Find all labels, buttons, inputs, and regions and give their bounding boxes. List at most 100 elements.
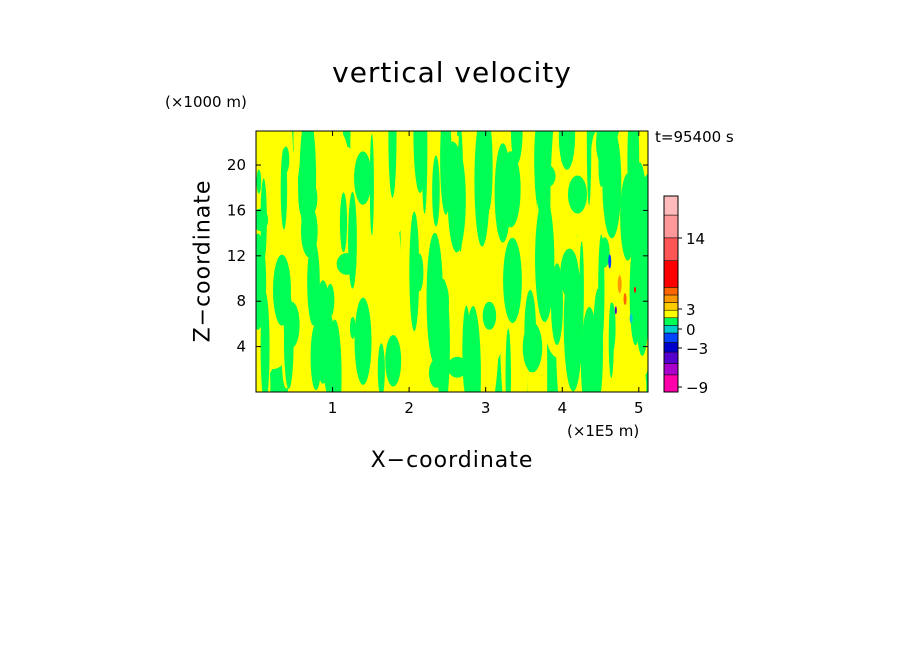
downdraft-patch (426, 232, 443, 364)
downdraft-patch (505, 328, 511, 392)
x-axis: 1 2 3 4 5 (328, 131, 644, 417)
plot-frame (255, 130, 649, 393)
time-annotation: t=95400 s (655, 128, 734, 146)
extreme-value-patch (614, 306, 617, 315)
y-tick-label: 4 (236, 338, 246, 356)
downdraft-patch (385, 335, 402, 387)
colorbar-swatch (663, 195, 679, 216)
x-axis-label: X−coordinate (370, 448, 534, 473)
downdraft-patch (307, 239, 320, 326)
colorbar-swatch (663, 237, 679, 261)
downdraft-patch (567, 175, 588, 214)
downdraft-patch (260, 178, 267, 262)
velocity-field (256, 131, 648, 392)
extreme-value-patch (608, 254, 612, 269)
updraft-patch (380, 177, 389, 351)
x-tick-label: 2 (404, 399, 414, 417)
extreme-value-patch (633, 286, 636, 293)
downdraft-patch (535, 196, 555, 323)
downdraft-patch (609, 303, 616, 353)
x-tick-label: 5 (634, 399, 644, 417)
colorbar-swatch (663, 317, 679, 326)
downdraft-patch (428, 358, 444, 388)
y-axis-label: Z−coordinate (190, 179, 216, 343)
downdraft-patch (540, 165, 556, 188)
y-tick-label: 8 (236, 292, 246, 310)
downdraft-patch (482, 301, 497, 330)
colorbar-tick-label: −9 (686, 379, 708, 397)
downdraft-patch (565, 274, 571, 372)
y-axis-unit: (×1000 m) (165, 93, 247, 111)
downdraft-patch (598, 142, 605, 188)
downdraft-patch (256, 169, 262, 194)
downdraft-patch (534, 131, 551, 216)
downdraft-patch (369, 133, 374, 236)
downdraft-patch (510, 131, 523, 164)
downdraft-patch (500, 151, 521, 228)
downdraft-patch (348, 191, 357, 289)
downdraft-patch (326, 283, 335, 317)
downdraft-patch (260, 291, 270, 392)
colorbar-swatch (663, 374, 679, 393)
colorbar-swatch (663, 294, 679, 303)
colorbar-tick-label: −3 (686, 340, 708, 358)
y-axis: 4 8 12 16 20 (227, 156, 648, 356)
downdraft-patch (503, 237, 522, 324)
downdraft-patch (377, 343, 385, 392)
colorbar-swatch (663, 363, 679, 376)
colorbar-swatch (663, 260, 679, 288)
downdraft-patch (602, 131, 622, 239)
downdraft-patch (272, 254, 291, 326)
downdraft-patch (349, 316, 356, 339)
downdraft-patch (580, 306, 598, 392)
downdraft-patch (620, 173, 636, 261)
downdraft-patch (635, 243, 646, 289)
chart-title: vertical velocity (332, 56, 572, 89)
downdraft-patch (314, 273, 320, 301)
downdraft-patch (310, 323, 322, 391)
colorbar-swatch (663, 214, 679, 239)
downdraft-patch (550, 263, 563, 346)
downdraft-patch (447, 356, 468, 378)
downdraft-patch (432, 155, 440, 227)
extreme-value-patch (623, 292, 627, 305)
y-tick-label: 20 (227, 156, 246, 174)
colorbar-tick-label: 0 (686, 321, 696, 339)
downdraft-patch (354, 297, 372, 385)
downdraft-patch (465, 306, 481, 392)
y-tick-label: 12 (227, 247, 246, 265)
colorbar-swatch (663, 332, 679, 343)
extreme-value-patch (629, 313, 633, 324)
downdraft-patch (328, 319, 342, 392)
downdraft-patch (282, 146, 290, 173)
downdraft-patch (560, 248, 579, 299)
colorbar: 14 3 0−3 −9 (663, 195, 708, 397)
colorbar-swatch (663, 287, 679, 296)
x-tick-label: 4 (557, 399, 567, 417)
colorbar-swatch (663, 309, 679, 319)
x-tick-label: 1 (328, 399, 338, 417)
downdraft-patch (558, 131, 576, 170)
downdraft-patch (354, 151, 372, 205)
downdraft-patch (634, 186, 641, 226)
colorbar-frame (663, 195, 679, 393)
downdraft-patch (440, 131, 452, 215)
downdraft-patch (409, 211, 420, 332)
colorbar-tick-label: 14 (686, 230, 705, 248)
downdraft-patch (298, 162, 305, 215)
colorbar-tick-label: 3 (686, 301, 696, 319)
downdraft-patch (388, 131, 397, 198)
downdraft-patch (484, 131, 493, 211)
downdraft-patch (413, 131, 427, 193)
y-tick-label: 16 (227, 201, 246, 219)
downdraft-patch (299, 131, 317, 245)
x-axis-unit: (×1E5 m) (567, 422, 640, 440)
updraft-patch (631, 361, 647, 392)
downdraft-patch (599, 237, 610, 268)
downdraft-patch (586, 131, 592, 206)
extreme-value-patch (617, 275, 622, 294)
downdraft-patch (526, 316, 533, 373)
downdraft-patch (339, 192, 348, 253)
x-tick-label: 3 (481, 399, 491, 417)
